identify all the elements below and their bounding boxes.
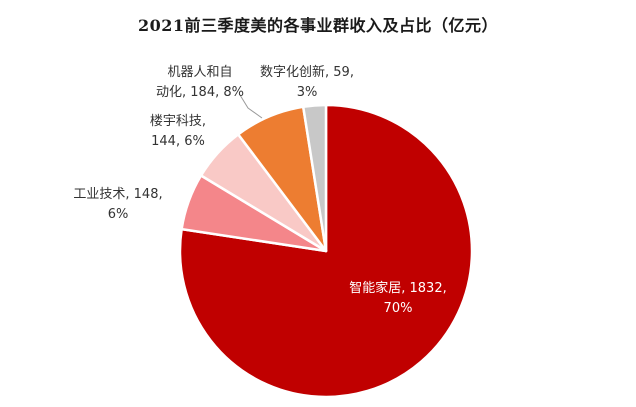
data-label-line: 工业技术, 148, bbox=[73, 187, 162, 202]
data-label-5: 数字化创新, 59, 3% bbox=[260, 64, 354, 100]
pie-slice-5 bbox=[301, 103, 328, 253]
data-label-line: 楼宇科技, bbox=[150, 114, 206, 129]
data-label-line: 动化, 184, 8% bbox=[156, 85, 244, 100]
data-label-line: 3% bbox=[297, 85, 318, 100]
chart-title: 2021前三季度美的各事业群收入及占比（亿元） bbox=[137, 16, 499, 35]
data-label-line: 70% bbox=[384, 301, 413, 316]
leader-line-4 bbox=[239, 94, 263, 119]
data-label-line: 6% bbox=[108, 207, 129, 222]
data-label-2: 工业技术, 148, 6% bbox=[73, 187, 162, 222]
data-label-3: 楼宇科技, 144, 6% bbox=[150, 114, 206, 149]
data-label-1: 智能家居, 1832, 70% bbox=[349, 280, 446, 316]
data-label-line: 机器人和自 bbox=[167, 65, 232, 80]
data-label-line: 智能家居, 1832, bbox=[349, 280, 446, 296]
data-label-4: 机器人和自动化, 184, 8% bbox=[156, 65, 244, 100]
data-label-line: 数字化创新, 59, bbox=[260, 64, 354, 80]
data-label-line: 144, 6% bbox=[151, 134, 205, 149]
